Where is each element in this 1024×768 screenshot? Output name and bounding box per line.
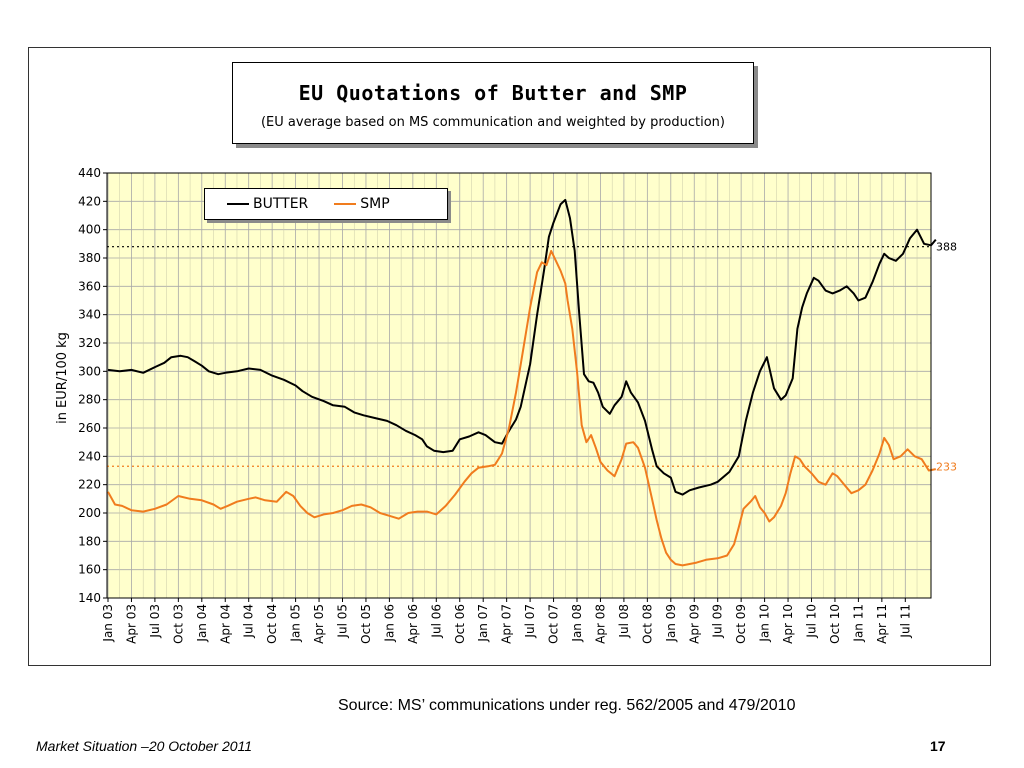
x-tick-label: Apr 08 <box>593 604 607 644</box>
y-tick-label: 320 <box>78 336 101 350</box>
reference-line-label: 388 <box>936 241 957 254</box>
y-tick-label: 180 <box>78 534 101 548</box>
x-tick-label: Jul 06 <box>429 604 443 639</box>
x-tick-label: Jan 11 <box>851 604 865 643</box>
y-tick-label: 200 <box>78 506 101 520</box>
x-tick-label: Oct 07 <box>547 604 561 644</box>
y-tick-label: 400 <box>78 223 101 237</box>
x-tick-label: Jul 07 <box>523 604 537 639</box>
chart-title-box: EU Quotations of Butter and SMP (EU aver… <box>232 62 754 144</box>
y-tick-label: 140 <box>78 591 101 605</box>
y-tick-label: 220 <box>78 478 101 492</box>
y-tick-label: 440 <box>78 166 101 180</box>
x-tick-label: Apr 09 <box>687 604 701 644</box>
x-tick-label: Apr 10 <box>781 604 795 644</box>
y-tick-label: 360 <box>78 279 101 293</box>
x-tick-label: Jul 03 <box>148 604 162 639</box>
x-tick-label: Apr 06 <box>406 604 420 644</box>
x-tick-label: Jan 10 <box>758 604 772 643</box>
y-axis-label: in EUR/100 kg <box>55 332 70 424</box>
y-tick-label: 340 <box>78 308 101 322</box>
x-tick-label: Jan 08 <box>570 604 584 643</box>
series-line-smp <box>107 249 936 567</box>
legend-swatch-butter <box>227 203 249 205</box>
reference-lines: 388 233 <box>107 241 957 473</box>
x-tick-label: Jul 04 <box>242 604 256 639</box>
x-tick-label: Jan 03 <box>101 604 115 643</box>
x-tick-label: Oct 08 <box>640 604 654 644</box>
x-tick-label: Jul 09 <box>711 604 725 639</box>
x-tick-label: Apr 04 <box>218 604 232 644</box>
x-tick-label: Oct 04 <box>265 604 279 644</box>
footer-text: Market Situation –20 October 2011 <box>36 738 253 754</box>
x-tick-label: Jan 06 <box>382 604 396 643</box>
chart-subtitle: (EU average based on MS communication an… <box>260 115 725 130</box>
y-tick-label: 420 <box>78 194 101 208</box>
x-tick-label: Jul 11 <box>898 604 912 639</box>
y-tick-label: 160 <box>78 563 101 577</box>
x-tick-label: Oct 09 <box>734 604 748 644</box>
x-tick-label: Jan 07 <box>476 604 490 643</box>
legend: BUTTER SMP <box>204 188 448 220</box>
legend-item-smp: SMP <box>334 196 390 212</box>
legend-label-butter: BUTTER <box>253 196 309 212</box>
plot-area <box>107 173 931 598</box>
x-tick-label: Oct 10 <box>828 604 842 644</box>
x-tick-label: Jul 08 <box>617 604 631 639</box>
series <box>107 198 937 567</box>
x-tick-label: Jan 09 <box>664 604 678 643</box>
plot-border <box>106 172 932 599</box>
page-number: 17 <box>930 738 946 754</box>
y-tick-label: 280 <box>78 393 101 407</box>
x-tick-label: Oct 05 <box>359 604 373 644</box>
y-tick-label: 260 <box>78 421 101 435</box>
x-tick-label: Jul 05 <box>336 604 350 639</box>
x-tick-label: Jan 05 <box>289 604 303 643</box>
legend-label-smp: SMP <box>360 196 390 212</box>
x-tick-label: Jan 04 <box>195 604 209 643</box>
chart-title: EU Quotations of Butter and SMP <box>298 81 688 105</box>
x-tick-label: Apr 11 <box>875 604 889 644</box>
series-line-butter <box>107 198 937 496</box>
legend-item-butter: BUTTER <box>227 196 308 212</box>
y-axis: 140 160 180 200 220 240 260 280 300 320 340 360 380 4… <box>78 166 107 605</box>
x-tick-label: Oct 03 <box>171 604 185 644</box>
y-tick-label: 300 <box>78 364 101 378</box>
x-tick-label: Apr 07 <box>500 604 514 644</box>
source-note: Source: MS’ communications under reg. 56… <box>338 697 796 714</box>
reference-line-label: 233 <box>936 460 957 473</box>
x-tick-label: Jul 10 <box>805 604 819 639</box>
x-axis: Jan 03 Apr 03 Jul 03 Oct 03 Jan 04 Apr 04 Jul … <box>101 598 912 644</box>
x-tick-label: Apr 05 <box>312 604 326 644</box>
legend-swatch-smp <box>334 203 357 205</box>
x-tick-label: Oct 06 <box>453 604 467 644</box>
y-tick-label: 380 <box>78 251 101 265</box>
x-tick-label: Apr 03 <box>124 604 138 644</box>
y-tick-label: 240 <box>78 449 101 463</box>
